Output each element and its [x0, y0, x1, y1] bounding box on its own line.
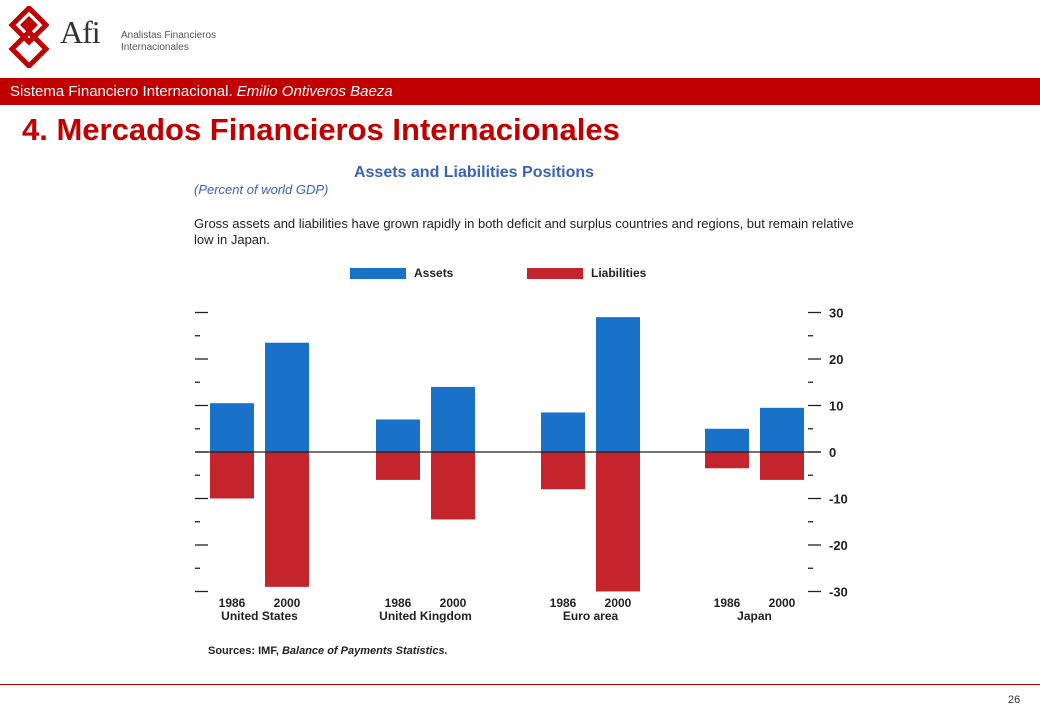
x-year-label: 2000: [440, 596, 467, 610]
source-title: Balance of Payments Statistics.: [281, 645, 448, 657]
logo-subtitle-line2: Internacionales: [121, 42, 189, 53]
x-year-label: 2000: [769, 596, 796, 610]
x-year-label: 1986: [385, 596, 412, 610]
author-name: Emilio Ontiveros Baeza: [236, 83, 393, 100]
liability-bar: [210, 452, 254, 499]
asset-bar: [376, 419, 420, 452]
y-tick-label: 0: [829, 445, 836, 460]
course-name: Sistema Financiero Internacional.: [10, 83, 233, 100]
liability-bar: [376, 452, 420, 480]
asset-bar: [431, 386, 475, 452]
chart-title-wrap: Assets and Liabilities Positions: [0, 164, 1040, 182]
header-bar-text: Sistema Financiero Internacional. Emilio…: [10, 83, 393, 100]
x-group-label: United States: [221, 609, 298, 623]
x-year-label: 2000: [274, 596, 301, 610]
liability-bar: [705, 452, 749, 469]
chart-source: Sources: IMF, Balance of Payments Statis…: [208, 645, 448, 657]
legend-liabilities: Liabilities: [527, 266, 646, 280]
chart-subtitle: (Percent of world GDP): [194, 182, 329, 197]
asset-bar: [541, 412, 585, 452]
chart-description: Gross assets and liabilities have grown …: [194, 216, 854, 247]
asset-bar: [596, 317, 640, 452]
logo-wordmark: Afi: [60, 14, 101, 50]
liability-bar: [596, 452, 640, 592]
y-tick-label: 20: [829, 352, 843, 367]
slide-title: 4. Mercados Financieros Internacionales: [22, 112, 620, 147]
y-tick-label: -20: [829, 538, 848, 553]
legend-liabilities-swatch: [527, 267, 583, 279]
x-year-label: 1986: [714, 596, 741, 610]
logo-subtitle: Analistas Financieros Internacionales: [121, 30, 216, 54]
logo-subtitle-line1: Analistas Financieros: [121, 30, 217, 41]
legend-assets-label: Assets: [414, 266, 454, 280]
asset-bar: [210, 403, 254, 452]
legend-assets: Assets: [350, 266, 453, 280]
liability-bar: [760, 452, 804, 480]
y-tick-label: 30: [829, 306, 843, 321]
header-bar: Sistema Financiero Internacional. Emilio…: [0, 78, 1040, 105]
x-group-label: United Kingdom: [379, 609, 472, 623]
source-prefix: Sources: IMF,: [208, 645, 279, 657]
x-year-label: 2000: [605, 596, 632, 610]
asset-bar: [705, 428, 749, 452]
x-year-label: 1986: [219, 596, 246, 610]
afi-logo-icon: [8, 6, 50, 68]
legend-liabilities-label: Liabilities: [591, 266, 647, 280]
footer-divider: [0, 684, 1040, 685]
x-year-label: 1986: [550, 596, 577, 610]
y-tick-label: 10: [829, 399, 843, 414]
liability-bar: [541, 452, 585, 490]
liability-bar: [265, 452, 309, 587]
x-group-label: Japan: [737, 609, 772, 623]
y-tick-label: -30: [829, 585, 848, 600]
liability-bar: [431, 452, 475, 520]
asset-bar: [265, 342, 309, 452]
legend-assets-swatch: [350, 267, 406, 279]
page-number: 26: [1008, 694, 1021, 706]
y-tick-label: -10: [829, 492, 848, 507]
x-group-label: Euro area: [563, 609, 619, 623]
asset-bar: [760, 407, 804, 452]
chart-title: Assets and Liabilities Positions: [353, 164, 595, 181]
